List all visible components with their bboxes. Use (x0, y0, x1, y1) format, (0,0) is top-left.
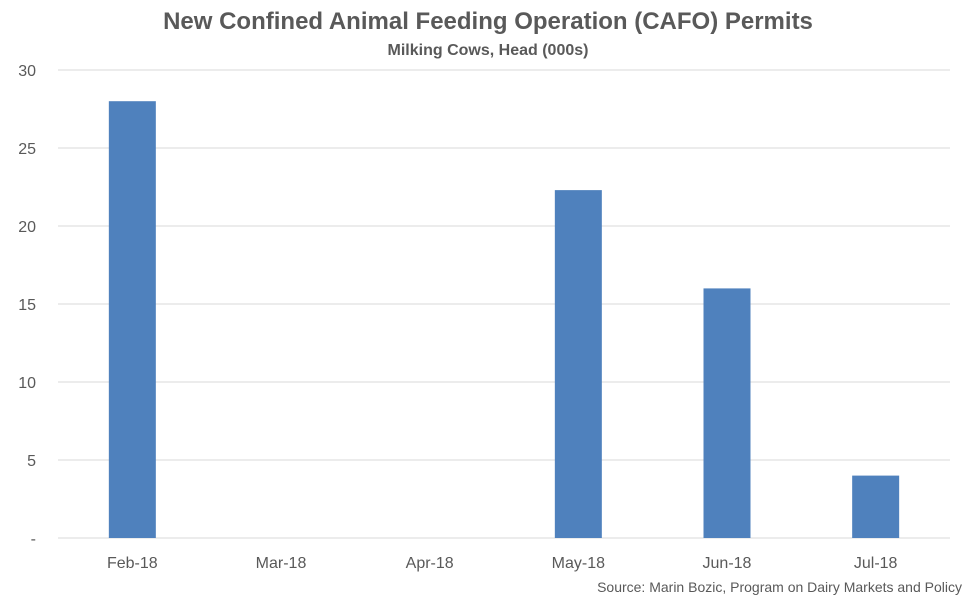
x-tick-label: May-18 (552, 555, 605, 572)
y-tick-label: 25 (18, 141, 36, 158)
chart-title: New Confined Animal Feeding Operation (C… (163, 8, 813, 35)
y-tick-label: 30 (18, 63, 36, 80)
x-tick-label: Jun-18 (703, 555, 752, 572)
y-tick-label: 20 (18, 219, 36, 236)
bar-jun-18 (703, 288, 751, 538)
y-tick-label: 10 (18, 375, 36, 392)
x-tick-label: Feb-18 (107, 555, 158, 572)
chart-subtitle: Milking Cows, Head (000s) (387, 42, 589, 59)
bar-may-18 (554, 190, 602, 538)
bar-feb-18 (108, 101, 156, 538)
y-tick-label: 15 (18, 297, 36, 314)
chart-source: Source: Marin Bozic, Program on Dairy Ma… (597, 579, 962, 595)
y-tick-label: - (31, 531, 36, 548)
y-tick-label: 5 (27, 453, 36, 470)
x-tick-label: Apr-18 (406, 555, 454, 572)
x-tick-label: Jul-18 (854, 555, 898, 572)
bar-jul-18 (852, 475, 900, 538)
x-tick-label: Mar-18 (256, 555, 307, 572)
